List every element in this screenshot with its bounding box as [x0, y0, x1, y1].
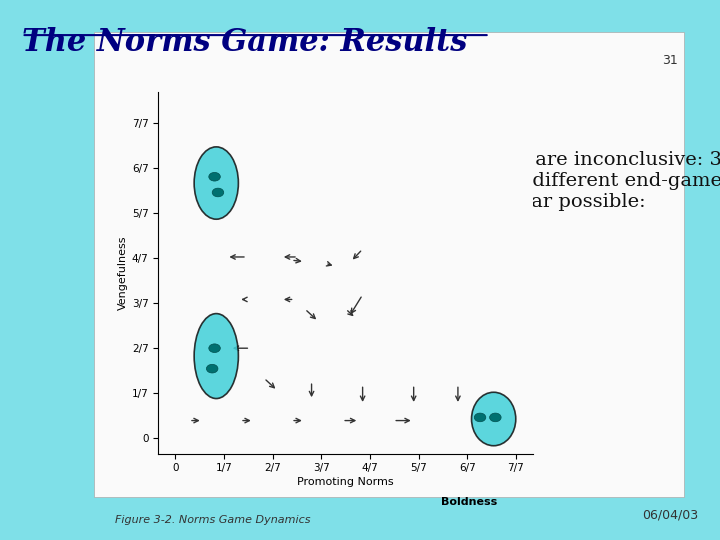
Text: Figure 3-2. Norms Game Dynamics: Figure 3-2. Norms Game Dynamics — [115, 515, 311, 525]
Text: The results are inconclusive: 3
completely different end-game
states appear poss: The results are inconclusive: 3 complete… — [418, 151, 720, 211]
Y-axis label: Vengefulness: Vengefulness — [118, 235, 127, 310]
X-axis label: Promoting Norms: Promoting Norms — [297, 477, 394, 488]
FancyBboxPatch shape — [94, 32, 684, 497]
Text: Boldness: Boldness — [441, 497, 498, 507]
Text: 06/04/03: 06/04/03 — [642, 508, 698, 521]
Text: 31: 31 — [662, 54, 678, 67]
Text: The Norms Game: Results: The Norms Game: Results — [22, 27, 467, 58]
